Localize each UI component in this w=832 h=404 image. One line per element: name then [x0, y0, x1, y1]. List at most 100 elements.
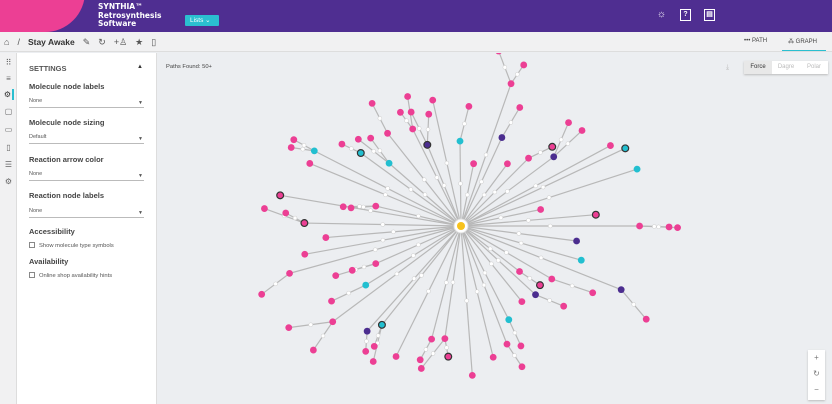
reaction-node[interactable]	[527, 276, 533, 281]
reaction-node[interactable]	[368, 208, 373, 213]
molecule-node[interactable]	[369, 358, 377, 365]
settings-graph-icon[interactable]: ⚙	[3, 89, 14, 100]
molecule-node[interactable]	[674, 224, 681, 232]
molecule-node[interactable]	[573, 237, 580, 245]
reaction-node[interactable]	[548, 223, 553, 229]
molecule-node[interactable]	[525, 154, 532, 162]
refresh-icon[interactable]: ↻	[98, 37, 106, 47]
reaction-node[interactable]	[377, 148, 383, 153]
reaction-node[interactable]	[416, 213, 421, 219]
molecule-node[interactable]	[348, 266, 356, 274]
reaction-node[interactable]	[361, 264, 367, 270]
molecule-node[interactable]	[532, 291, 539, 299]
reaction-node[interactable]	[422, 192, 428, 197]
reaction-node[interactable]	[540, 184, 546, 190]
layout-force[interactable]: Force	[744, 61, 772, 74]
reaction-node[interactable]	[300, 146, 306, 152]
reaction-node[interactable]	[481, 282, 487, 288]
molecule-node[interactable]	[338, 140, 346, 148]
layout-polar[interactable]: Polar	[806, 64, 821, 70]
gear-icon[interactable]: ⚙	[4, 177, 13, 186]
reaction-node[interactable]	[481, 192, 487, 198]
reaction-node[interactable]	[492, 189, 498, 195]
molecule-node[interactable]	[429, 96, 437, 104]
molecule-node[interactable]	[392, 353, 400, 360]
molecule-node[interactable]	[329, 318, 337, 326]
route-graph[interactable]	[157, 53, 832, 404]
molecule-node[interactable]	[370, 342, 378, 350]
document-icon[interactable]: ▯	[6, 143, 11, 152]
molecule-node[interactable]	[306, 160, 314, 167]
molecule-node[interactable]	[548, 275, 556, 283]
molecule-node[interactable]	[516, 268, 523, 275]
reaction-node[interactable]	[474, 289, 480, 294]
reaction-node[interactable]	[547, 298, 552, 303]
layout-dagre[interactable]: Dagre	[777, 64, 795, 70]
lists-button[interactable]: Lists ⌄	[185, 15, 219, 26]
molecule-labels-select[interactable]: None ▼	[29, 98, 144, 108]
molecule-node[interactable]	[301, 250, 309, 258]
list-icon[interactable]: ☰	[4, 160, 13, 169]
molecule-node[interactable]	[504, 160, 511, 168]
molecule-node[interactable]	[385, 159, 393, 167]
reaction-node[interactable]	[434, 175, 440, 180]
reaction-node[interactable]	[423, 347, 429, 352]
reaction-node[interactable]	[411, 253, 416, 258]
clipboard-icon[interactable]: ▤	[704, 9, 715, 21]
reaction-node[interactable]	[482, 270, 488, 276]
add-user-icon[interactable]: +♙	[113, 37, 128, 47]
molecule-node[interactable]	[617, 286, 625, 294]
molecule-node[interactable]	[362, 281, 370, 289]
molecule-node[interactable]	[548, 142, 557, 151]
reaction-node[interactable]	[502, 65, 508, 70]
molecule-node[interactable]	[665, 223, 673, 231]
molecule-sizing-select[interactable]: Default ▼	[29, 134, 144, 144]
molecule-node[interactable]	[495, 53, 502, 55]
drag-icon[interactable]: ⠿	[5, 58, 12, 67]
reaction-node[interactable]	[385, 186, 390, 191]
molecule-node[interactable]	[503, 340, 511, 348]
reaction-node[interactable]	[464, 298, 469, 303]
reaction-node[interactable]	[371, 149, 376, 154]
reaction-node[interactable]	[391, 229, 396, 235]
molecule-node[interactable]	[409, 125, 417, 133]
reaction-node[interactable]	[375, 333, 381, 338]
zoom-reset-button[interactable]: ↻	[813, 369, 820, 378]
molecule-node[interactable]	[633, 165, 641, 173]
reaction-node[interactable]	[516, 231, 522, 236]
reaction-node[interactable]	[505, 189, 510, 194]
star-icon[interactable]: ★	[135, 37, 144, 47]
molecule-node[interactable]	[354, 135, 362, 143]
molecule-node[interactable]	[518, 298, 526, 306]
reaction-node[interactable]	[462, 121, 467, 126]
molecule-node[interactable]	[498, 134, 506, 141]
reaction-node[interactable]	[416, 242, 421, 248]
reaction-node[interactable]	[538, 150, 543, 155]
reaction-node[interactable]	[458, 181, 463, 186]
molecule-node[interactable]	[276, 191, 285, 200]
reaction-node[interactable]	[483, 152, 489, 158]
checkbox[interactable]	[29, 242, 35, 248]
edit-icon[interactable]: ✎	[82, 37, 91, 47]
reaction-node[interactable]	[538, 255, 544, 261]
molecule-node[interactable]	[636, 222, 643, 230]
brand-logo[interactable]: SYNTHIA™ Retrosynthesis Software	[98, 2, 162, 29]
molecule-node[interactable]	[290, 136, 298, 144]
molecule-node[interactable]	[377, 320, 386, 329]
molecule-node[interactable]	[416, 356, 424, 364]
molecule-node[interactable]	[322, 234, 330, 241]
reaction-node[interactable]	[364, 339, 369, 344]
molecule-node[interactable]	[470, 160, 478, 168]
trash-icon[interactable]: ▯	[151, 37, 157, 47]
molecule-node[interactable]	[565, 119, 572, 126]
molecule-node[interactable]	[367, 134, 375, 142]
target-molecule-node[interactable]	[457, 222, 465, 230]
reaction-node[interactable]	[489, 261, 494, 267]
reaction-node[interactable]	[346, 290, 351, 296]
reaction-node[interactable]	[656, 224, 661, 230]
reaction-node[interactable]	[512, 330, 518, 336]
reaction-node[interactable]	[488, 246, 493, 251]
arrow-color-select[interactable]: None ▼	[29, 171, 144, 181]
molecule-node[interactable]	[287, 144, 295, 151]
molecule-node[interactable]	[384, 129, 391, 137]
